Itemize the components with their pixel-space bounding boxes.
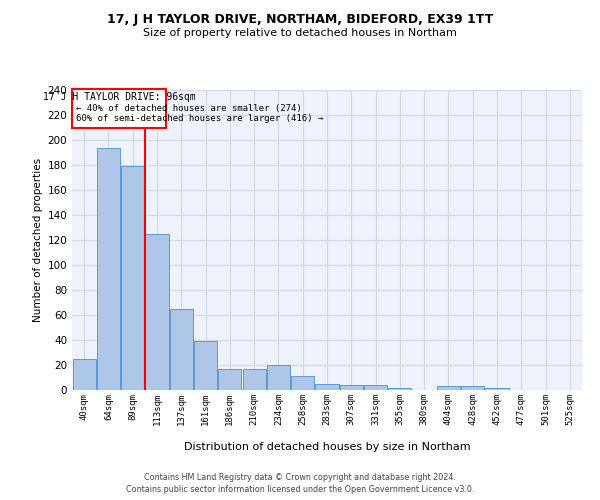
Bar [291, 376, 314, 390]
Bar [218, 369, 241, 390]
Bar [364, 385, 387, 390]
Text: Contains HM Land Registry data © Crown copyright and database right 2024.: Contains HM Land Registry data © Crown c… [144, 473, 456, 482]
Text: ← 40% of detached houses are smaller (274): ← 40% of detached houses are smaller (27… [76, 104, 301, 113]
Bar [316, 384, 338, 390]
Text: Size of property relative to detached houses in Northam: Size of property relative to detached ho… [143, 28, 457, 38]
Bar [194, 341, 217, 390]
Bar [121, 166, 144, 390]
Text: 60% of semi-detached houses are larger (416) →: 60% of semi-detached houses are larger (… [76, 114, 323, 122]
Bar [340, 385, 363, 390]
Bar [437, 386, 460, 390]
Bar [461, 386, 484, 390]
Bar [73, 89, 166, 128]
Bar [485, 388, 509, 390]
Text: 17, J H TAYLOR DRIVE, NORTHAM, BIDEFORD, EX39 1TT: 17, J H TAYLOR DRIVE, NORTHAM, BIDEFORD,… [107, 12, 493, 26]
Y-axis label: Number of detached properties: Number of detached properties [33, 158, 43, 322]
Bar [242, 369, 266, 390]
Text: 17 J H TAYLOR DRIVE: 96sqm: 17 J H TAYLOR DRIVE: 96sqm [43, 92, 196, 102]
Text: Contains public sector information licensed under the Open Government Licence v3: Contains public sector information licen… [126, 484, 474, 494]
Bar [145, 234, 169, 390]
Bar [267, 365, 290, 390]
Bar [97, 148, 120, 390]
Bar [388, 388, 412, 390]
Bar [170, 308, 193, 390]
Text: Distribution of detached houses by size in Northam: Distribution of detached houses by size … [184, 442, 470, 452]
Bar [73, 359, 95, 390]
